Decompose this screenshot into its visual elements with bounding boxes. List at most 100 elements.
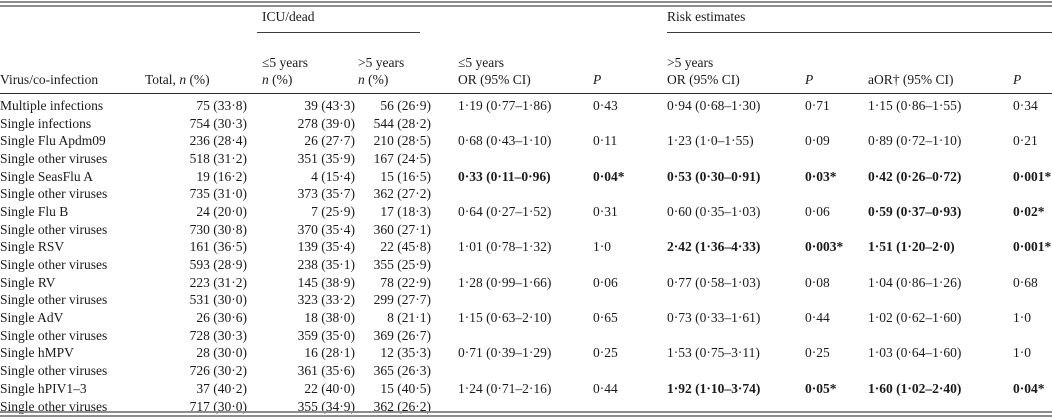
cell-n-le5: 4 (15·4): [311, 168, 355, 184]
table-row: Single RV 223 (31·2) 145 (38·9) 78 (22·9…: [0, 274, 1052, 292]
cell-p-gt5: [805, 362, 868, 380]
cell-or-le5: [434, 256, 593, 274]
cell-n-gt5: 8 (21·1): [387, 310, 432, 326]
cell-or-le5: 1·28 (0·99–1·66): [458, 274, 552, 290]
table-row: Single other viruses 728 (30·3) 359 (35·…: [0, 327, 1052, 345]
cell-n-le5: 145 (38·9): [297, 274, 355, 290]
cell-aor: 0·89 (0·72–1·10): [868, 133, 962, 149]
cell-n-gt5: 362 (27·2): [373, 186, 432, 202]
cell-or-le5: [434, 327, 593, 345]
cell-total: 593 (28·9): [189, 257, 247, 273]
cell-total: 754 (30·3): [189, 115, 247, 131]
group-header-icu-dead-label: ICU/dead: [262, 9, 315, 24]
cell-p-aor: 0·001*: [1013, 239, 1052, 255]
table-body: Multiple infections 75 (33·8) 39 (43·3) …: [0, 94, 1052, 416]
table-row: Single other viruses 730 (30·8) 370 (35·…: [0, 221, 1052, 239]
cell-n-gt5: 15 (40·5): [380, 380, 432, 396]
cell-p-gt5: [805, 292, 868, 310]
col-header-p-gt5: P: [805, 34, 869, 94]
cell-p-aor: [1013, 150, 1052, 168]
table-row: Single RSV 161 (36·5) 139 (35·4) 22 (45·…: [0, 239, 1052, 257]
cell-virus: Single Flu B: [0, 203, 69, 219]
table-row: Single hPIV1–3 37 (40·2) 22 (40·0) 15 (4…: [0, 380, 1052, 398]
cell-p-aor: [1013, 327, 1052, 345]
cell-p-aor: 0·001*: [1013, 168, 1052, 184]
cell-total: 518 (31·2): [189, 150, 247, 166]
cell-or-le5: 0·71 (0·39–1·29): [458, 345, 552, 361]
cell-n-le5: 359 (35·0): [297, 327, 355, 343]
cell-n-gt5: 362 (26·2): [373, 398, 432, 414]
cell-virus: Single other viruses: [0, 221, 108, 237]
cell-n-le5: 7 (25·9): [311, 203, 355, 219]
cell-or-le5: [434, 292, 593, 310]
cell-total: 19 (16·2): [196, 168, 247, 184]
cell-aor: [868, 292, 1013, 310]
table-row: Multiple infections 75 (33·8) 39 (43·3) …: [0, 94, 1052, 115]
cell-p-gt5: 0·44: [805, 310, 830, 326]
table-row: Single other viruses 593 (28·9) 238 (35·…: [0, 256, 1052, 274]
cell-virus: Single RV: [0, 274, 56, 290]
cell-virus: Single Flu Apdm09: [0, 133, 106, 149]
cell-total: 236 (28·4): [189, 133, 247, 149]
cell-p-gt5: 0·03*: [805, 168, 837, 184]
cell-aor: [868, 221, 1013, 239]
cell-n-le5: 373 (35·7): [297, 186, 355, 202]
table-row: Single AdV 26 (30·6) 18 (38·0) 8 (21·1) …: [0, 309, 1052, 327]
group-header-risk-estimates: Risk estimates: [667, 7, 1052, 34]
cell-virus: Multiple infections: [0, 97, 104, 113]
cell-aor: 1·04 (0·86–1·26): [868, 274, 962, 290]
cell-virus: Single hMPV: [0, 345, 74, 361]
cell-p-le5: 0·44: [593, 380, 618, 396]
col-header-or-gt5: >5 years OR (95% CI): [667, 34, 806, 94]
cell-n-le5: 26 (27·7): [304, 133, 355, 149]
cell-or-le5: 0·68 (0·43–1·10): [458, 133, 552, 149]
cell-n-le5: 39 (43·3): [304, 97, 355, 113]
cell-virus: Single other viruses: [0, 150, 108, 166]
cell-p-aor: 0·21: [1013, 133, 1038, 149]
cell-p-le5: 0·65: [593, 310, 618, 326]
cell-p-le5: 0·31: [593, 203, 618, 219]
cell-p-aor: [1013, 221, 1052, 239]
cell-p-gt5: 0·09: [805, 133, 830, 149]
cell-or-gt5: [667, 327, 805, 345]
cell-p-aor: [1013, 256, 1052, 274]
cell-p-gt5: [805, 256, 868, 274]
cell-p-le5: [593, 292, 667, 310]
cell-total: 728 (30·3): [189, 327, 247, 343]
cell-aor: 1·15 (0·86–1·55): [868, 97, 962, 113]
col-header-p-aor: P: [1013, 34, 1052, 94]
cell-virus: Single other viruses: [0, 363, 108, 379]
cell-p-aor: 0·34: [1013, 97, 1038, 113]
cell-p-aor: [1013, 115, 1052, 133]
cell-p-le5: [593, 150, 667, 168]
cell-virus: Single other viruses: [0, 292, 108, 308]
cell-n-gt5: 15 (16·5): [380, 168, 432, 184]
cell-total: 223 (31·2): [189, 274, 247, 290]
cell-virus: Single other viruses: [0, 257, 108, 273]
cell-virus: Single RSV: [0, 239, 65, 255]
cell-p-le5: [593, 327, 667, 345]
cell-p-le5: [593, 362, 667, 380]
cell-p-gt5: [805, 185, 868, 203]
cell-n-le5: 139 (35·4): [297, 239, 355, 255]
cell-virus: Single other viruses: [0, 398, 108, 414]
cell-p-le5: 0·25: [593, 345, 618, 361]
cell-n-gt5: 12 (35·3): [380, 345, 432, 361]
table-row: Single other viruses 531 (30·0) 323 (33·…: [0, 292, 1052, 310]
cell-or-gt5: [667, 115, 805, 133]
cell-total: 75 (33·8): [196, 97, 247, 113]
cell-p-gt5: 0·71: [805, 97, 830, 113]
cell-n-gt5: 355 (25·9): [373, 257, 432, 273]
cell-or-gt5: 0·77 (0·58–1·03): [667, 274, 761, 290]
cell-or-le5: [434, 150, 593, 168]
risk-estimates-table: ICU/dead Risk estimates Virus/co-infecti…: [0, 7, 1052, 415]
col-header-virus: Virus/co-infection: [0, 34, 145, 94]
table-row: Single other viruses 717 (30·0) 355 (34·…: [0, 398, 1052, 416]
cell-n-gt5: 56 (26·9): [380, 97, 432, 113]
cell-n-gt5: 299 (27·7): [373, 292, 432, 308]
cell-or-gt5: 2·42 (1·36–4·33): [667, 239, 761, 255]
cell-p-le5: 0·43: [593, 97, 618, 113]
table-row: Single Flu B 24 (20·0) 7 (25·9) 17 (18·3…: [0, 203, 1052, 221]
cell-aor: 0·59 (0·37–0·93): [868, 203, 962, 219]
cell-virus: Single AdV: [0, 310, 64, 326]
